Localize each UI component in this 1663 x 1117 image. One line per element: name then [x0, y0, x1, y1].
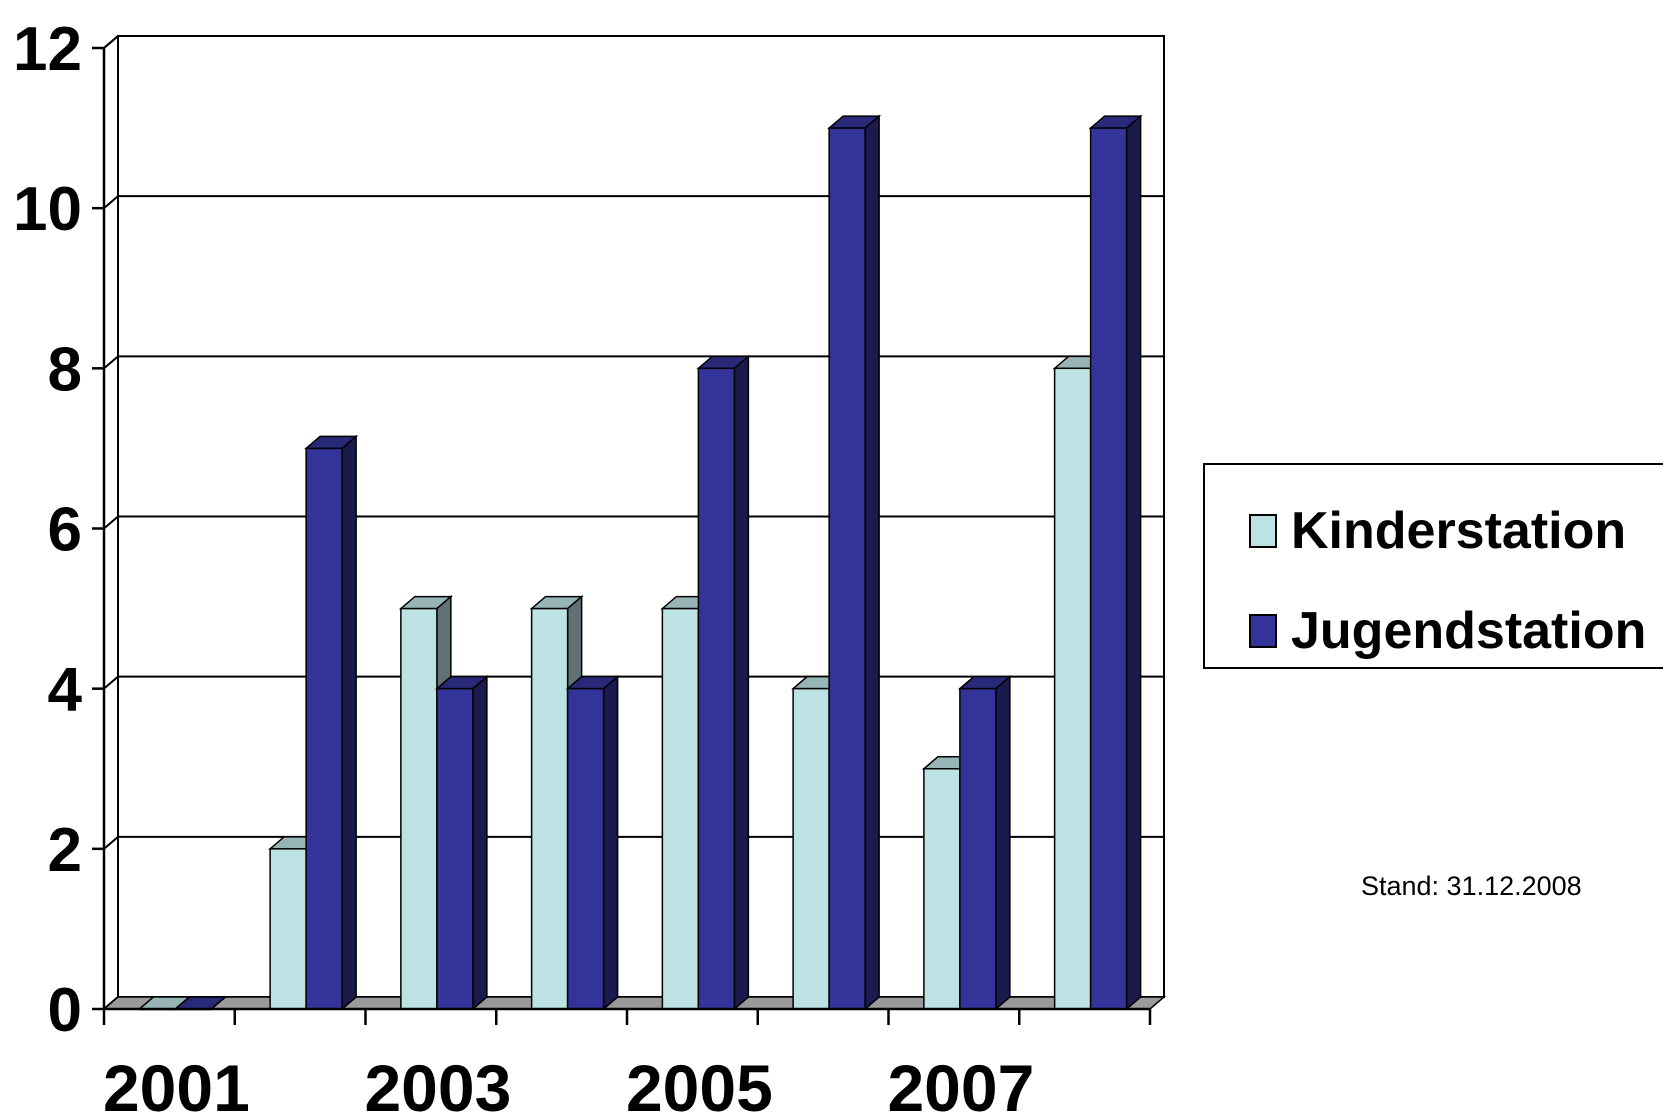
bar-front	[1053, 367, 1092, 1010]
bar-jugendstation-2006	[827, 114, 882, 1011]
bar-side	[995, 675, 1011, 1011]
bar-side	[1125, 114, 1142, 1011]
bar-front	[436, 687, 474, 1010]
bar-front	[697, 367, 736, 1010]
y-tick-label-0: 0	[48, 976, 82, 1045]
bar-front	[923, 768, 961, 1010]
bar-front	[959, 687, 997, 1010]
y-tick-label-6: 6	[48, 496, 82, 565]
bar-jugendstation-2007	[957, 675, 1012, 1011]
bar-front	[530, 607, 569, 1010]
gridline-6	[103, 515, 1164, 530]
bar-side	[341, 434, 357, 1011]
bar-jugendstation-2004	[565, 675, 620, 1011]
y-tick-label-12: 12	[13, 15, 82, 84]
x-tick-label-2007: 2007	[887, 1051, 1034, 1117]
x-tick-label-2005: 2005	[626, 1051, 773, 1117]
bar-front	[828, 127, 866, 1010]
legend-swatch-jugendstation	[1249, 614, 1277, 648]
bar-side	[472, 675, 488, 1011]
legend: Kinderstation Jugendstation	[1203, 463, 1663, 669]
bar-front	[1089, 127, 1128, 1010]
gridlines	[103, 35, 1164, 1010]
gridline-10	[103, 195, 1164, 209]
axes	[92, 46, 1152, 1025]
date-note: Stand: 31.12.2008	[1361, 871, 1582, 901]
y-tick-label-4: 4	[48, 656, 83, 725]
bar-front	[661, 607, 700, 1010]
bar-front	[269, 848, 307, 1010]
bar-jugendstation-2002	[304, 434, 359, 1011]
x-axis-tick-labels: 2001 2003 2005 2007	[103, 1051, 1034, 1117]
bar-front	[566, 687, 605, 1010]
bar-jugendstation-2003	[434, 675, 489, 1011]
legend-label-jugendstation: Jugendstation	[1291, 602, 1647, 660]
bar-side	[864, 114, 880, 1011]
bar-jugendstation-2008	[1088, 114, 1143, 1011]
gridline-8	[103, 355, 1164, 370]
x-tick-label-2001: 2001	[103, 1051, 250, 1117]
bar-side	[733, 354, 750, 1011]
bar-front	[792, 687, 830, 1010]
bar-side	[210, 996, 226, 1010]
x-tick-label-2003: 2003	[364, 1051, 511, 1117]
bar-front	[305, 447, 343, 1010]
legend-label-kinderstation: Kinderstation	[1291, 502, 1627, 560]
y-tick-label-2: 2	[48, 816, 82, 885]
y-tick-label-8: 8	[48, 335, 82, 404]
y-tick-label-10: 10	[13, 175, 82, 244]
legend-swatch-kinderstation	[1249, 514, 1277, 548]
legend-item-kinderstation: Kinderstation	[1249, 501, 1626, 561]
gridline-12	[103, 35, 1164, 49]
y-axis-tick-labels: 0 2 4 6 8 10 12	[13, 15, 82, 1045]
bar-jugendstation-2005	[696, 354, 751, 1011]
legend-item-jugendstation: Jugendstation	[1249, 601, 1646, 661]
bar-side	[602, 675, 619, 1011]
bar-front	[400, 607, 438, 1010]
